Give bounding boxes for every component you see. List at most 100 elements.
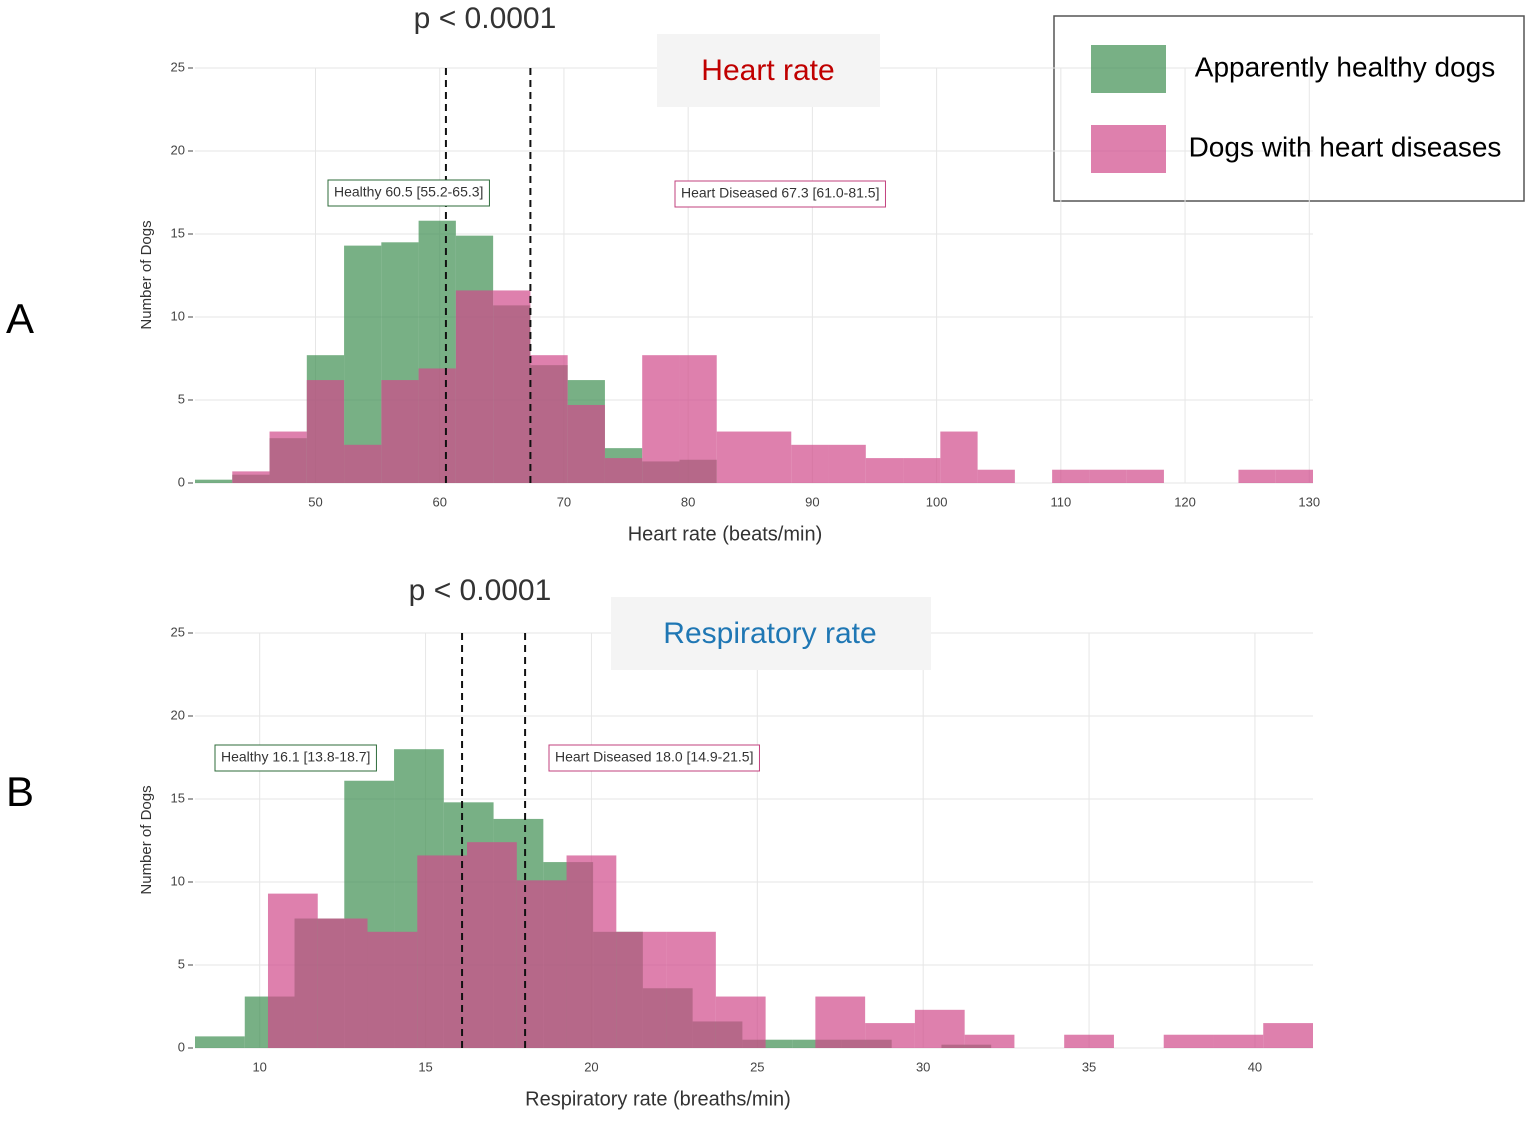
histogram-bar: [828, 444, 866, 483]
x-tick-label: 35: [1082, 1059, 1096, 1074]
x-tick-label: 100: [926, 494, 948, 509]
x-tick-label: 130: [1298, 494, 1320, 509]
x-tick-label: 120: [1174, 494, 1196, 509]
y-tick-label: 10: [171, 873, 185, 888]
x-axis-label: Respiratory rate (breaths/min): [525, 1088, 791, 1110]
x-tick-label: 10: [252, 1059, 266, 1074]
histogram-bar: [455, 290, 494, 483]
histogram-bar: [530, 355, 568, 483]
title-box: [611, 597, 931, 670]
histogram-bar: [1213, 1034, 1264, 1048]
histogram-bar: [964, 1034, 1015, 1048]
histogram-bar: [1089, 469, 1127, 483]
histogram-bar: [417, 855, 468, 1048]
y-tick-label: 10: [171, 308, 185, 323]
histogram-bar: [616, 931, 667, 1048]
x-tick-label: 90: [805, 494, 819, 509]
histogram-bar: [1052, 469, 1090, 483]
histogram-bar: [1126, 469, 1164, 483]
y-tick-label: 5: [178, 956, 185, 971]
y-tick-label: 5: [178, 391, 185, 406]
histogram-bar: [195, 479, 233, 483]
y-tick-label: 25: [171, 59, 185, 74]
x-tick-label: 110: [1050, 494, 1071, 509]
histogram-bar: [715, 996, 766, 1048]
histogram-bar: [666, 931, 716, 1048]
histogram-bar: [977, 469, 1015, 483]
x-tick-label: 60: [432, 494, 446, 509]
histogram-bar: [604, 458, 643, 483]
histogram-bar: [344, 444, 382, 483]
annotation-text: Heart Diseased 67.3 [61.0-81.5]: [681, 185, 879, 201]
histogram-bar: [381, 380, 419, 483]
x-axis-label: Heart rate (beats/min): [628, 523, 823, 545]
annotation-box: [548, 744, 760, 772]
median-annotation: Healthy 60.5 [55.2-65.3]: [327, 179, 490, 207]
y-tick-label: 0: [178, 1039, 185, 1054]
x-tick-label: 40: [1248, 1059, 1262, 1074]
histogram-bar: [642, 355, 680, 483]
histogram-bar: [344, 245, 382, 483]
x-tick-label: 30: [916, 1059, 930, 1074]
annotation-text: Healthy 60.5 [55.2-65.3]: [334, 184, 483, 200]
histogram-bar: [195, 1036, 245, 1048]
y-tick-label: 20: [171, 707, 185, 722]
x-tick-label: 15: [418, 1059, 432, 1074]
histogram-bar: [232, 471, 270, 483]
annotation-text: Healthy 16.1 [13.8-18.7]: [221, 749, 370, 765]
histogram-bar: [716, 431, 754, 483]
histogram-bar: [914, 1009, 965, 1048]
histogram-bar: [467, 842, 517, 1048]
histogram-bar: [267, 893, 318, 1048]
y-tick-label: 20: [171, 142, 185, 157]
p-value: p < 0.0001: [414, 2, 557, 35]
p-value: p < 0.0001: [409, 574, 552, 607]
histogram-bar: [566, 855, 617, 1048]
median-annotation: Healthy 16.1 [13.8-18.7]: [214, 744, 377, 772]
y-tick-label: 15: [171, 225, 185, 240]
y-axis-label: Number of Dogs: [138, 785, 155, 894]
legend-box: [1053, 15, 1525, 202]
panel-title: Respiratory rate: [663, 617, 876, 650]
median-annotation: Heart Diseased 18.0 [14.9-21.5]: [548, 744, 760, 772]
histogram-bar: [791, 444, 829, 483]
legend-swatch: [1091, 45, 1166, 93]
histogram-bar: [815, 996, 866, 1048]
histogram-bar: [865, 1023, 915, 1048]
annotation-text: Heart Diseased 18.0 [14.9-21.5]: [555, 749, 753, 765]
panel-label: A: [6, 295, 34, 342]
histogram-bar: [865, 458, 904, 483]
histogram-bar: [903, 458, 941, 483]
histogram-bar: [940, 431, 978, 483]
annotation-box: [674, 180, 886, 208]
histogram-bar: [679, 355, 717, 483]
histogram-bar: [367, 931, 418, 1048]
x-tick-label: 25: [750, 1059, 764, 1074]
x-tick-label: 80: [681, 494, 695, 509]
x-tick-label: 70: [557, 494, 571, 509]
histogram-bar: [306, 380, 345, 483]
annotation-box: [327, 179, 490, 207]
x-tick-label: 20: [584, 1059, 598, 1074]
histogram-bar: [1163, 1034, 1214, 1048]
histogram-bar: [317, 918, 368, 1048]
histogram-bar: [1064, 1034, 1114, 1048]
histogram-bar: [269, 431, 307, 483]
panel-label: B: [6, 768, 34, 815]
histogram-bar: [754, 431, 792, 483]
legend-swatch: [1091, 125, 1166, 173]
histogram-bar: [1238, 469, 1276, 483]
legend-label: Dogs with heart diseases: [1189, 131, 1502, 162]
annotation-box: [214, 744, 377, 772]
y-tick-label: 0: [178, 474, 185, 489]
legend-label: Apparently healthy dogs: [1195, 51, 1495, 82]
histogram-bar: [418, 368, 456, 483]
histogram-bar: [567, 404, 605, 483]
title-box: [657, 34, 880, 107]
y-tick-label: 25: [171, 624, 185, 639]
median-annotation: Heart Diseased 67.3 [61.0-81.5]: [674, 180, 886, 208]
histogram-bar: [493, 290, 531, 483]
y-tick-label: 15: [171, 790, 185, 805]
x-tick-label: 50: [308, 494, 322, 509]
